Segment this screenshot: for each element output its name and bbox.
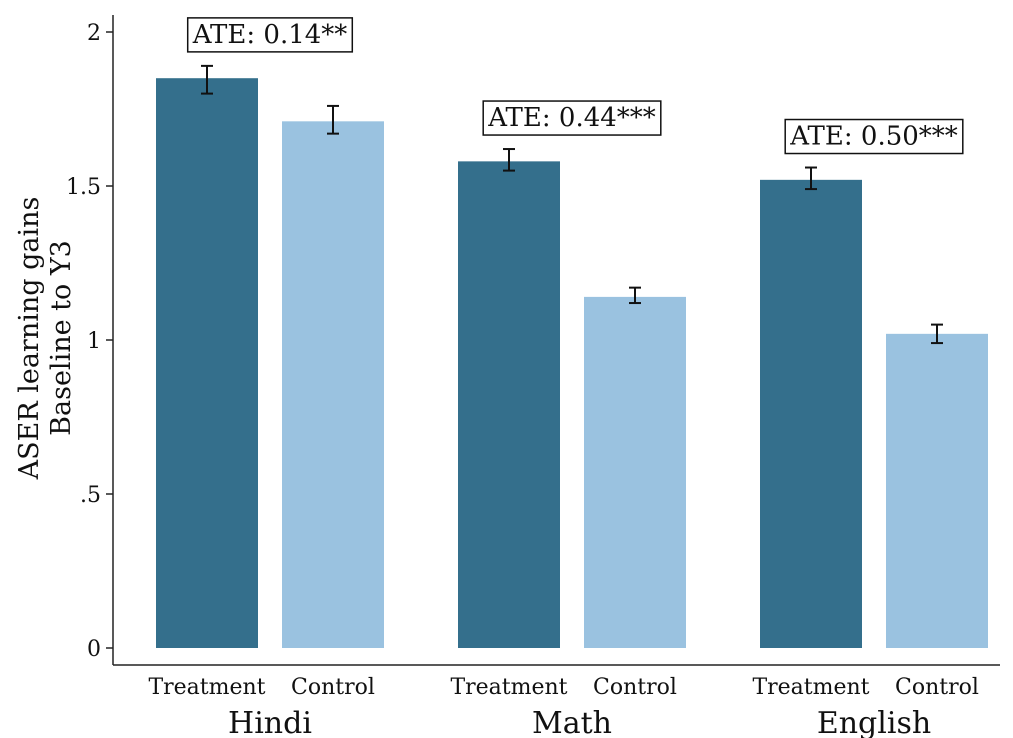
bar-hindi-control [282, 121, 384, 648]
ate-box [784, 118, 964, 155]
ate-annotation: ATE: 0.44*** [482, 100, 662, 136]
axes: 0 .5 1 1.5 2 [66, 15, 1000, 666]
ate-box [186, 17, 354, 53]
ate-text: ATE: 0.50*** [789, 122, 958, 152]
ate-annotations: ATE: 0.14** ATE: 0.44*** ATE: 0.50*** [186, 17, 964, 155]
x-tick-label: Treatment [148, 675, 265, 700]
error-bars [201, 64, 943, 345]
group-label: English [817, 706, 931, 738]
bar-math-treatment [458, 161, 560, 649]
group-label: Hindi [228, 706, 312, 738]
y-axis-label: ASER learning gains Baseline to Y3 [14, 197, 77, 481]
ate-annotation: ATE: 0.14** [186, 17, 354, 53]
y-tick-label: 2 [87, 21, 101, 46]
ate-box [482, 100, 662, 136]
bars [156, 78, 988, 649]
bar-english-control [886, 333, 988, 648]
x-tick-label: Control [895, 675, 979, 700]
y-tick-label: 1 [87, 329, 101, 354]
x-tick-label: Treatment [450, 675, 567, 700]
group-label: Math [532, 706, 612, 738]
ate-text: ATE: 0.14** [192, 20, 348, 50]
x-tick-label: Treatment [752, 675, 869, 700]
ate-text: ATE: 0.44*** [487, 103, 656, 133]
x-axis-labels: Treatment Control Hindi Treatment Control Mat… [148, 675, 978, 738]
bar-hindi-treatment [156, 78, 258, 648]
ate-annotation: ATE: 0.50*** [784, 118, 964, 155]
x-tick-label: Control [593, 675, 677, 700]
x-tick-label: Control [291, 675, 375, 700]
y-axis-label-line: ASER learning gains [14, 197, 45, 481]
y-tick-label: .5 [80, 483, 101, 508]
bar-math-control [584, 296, 686, 648]
y-tick-label: 0 [87, 637, 101, 662]
bar-english-treatment [760, 179, 862, 648]
y-axis-label-line: Baseline to Y3 [46, 240, 77, 436]
y-tick-label: 1.5 [66, 175, 101, 200]
